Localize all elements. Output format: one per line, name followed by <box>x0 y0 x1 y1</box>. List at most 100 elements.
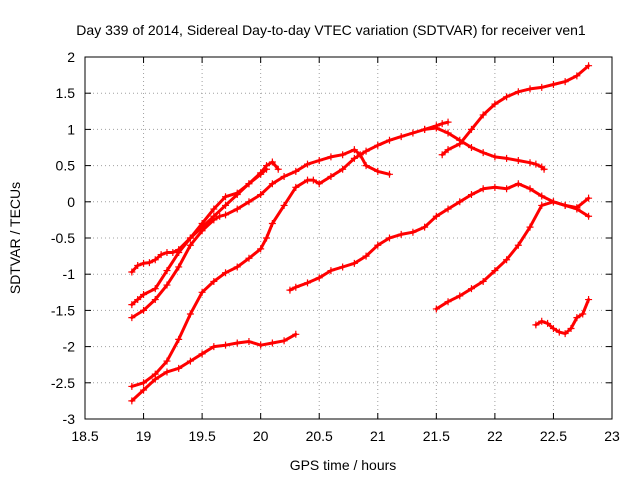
y-tick-label: -2 <box>63 339 76 355</box>
x-tick-label: 22.5 <box>540 428 567 444</box>
data-point <box>257 341 265 349</box>
data-point <box>385 136 393 144</box>
data-point <box>175 335 183 343</box>
data-point <box>579 310 587 318</box>
x-tick-label: 19 <box>136 428 152 444</box>
data-point <box>140 259 148 267</box>
series-sat-h <box>421 124 548 173</box>
data-point <box>280 172 288 180</box>
data-point <box>222 211 230 219</box>
series-sat-i <box>432 194 593 313</box>
data-point <box>145 259 153 267</box>
data-point <box>163 248 171 256</box>
data-point <box>140 290 148 298</box>
data-point <box>198 220 206 228</box>
data-point <box>526 85 534 93</box>
data-point <box>362 147 370 155</box>
data-point <box>157 251 165 259</box>
x-tick-label: 23 <box>604 428 620 444</box>
data-point <box>186 234 194 242</box>
data-point <box>245 198 253 206</box>
data-point <box>397 230 405 238</box>
data-point <box>503 154 511 162</box>
data-point <box>374 241 382 249</box>
data-point <box>538 83 546 91</box>
y-tick-label: -3 <box>63 411 76 427</box>
data-point <box>491 153 499 161</box>
y-axis-label: SDTVAR / TECUs <box>7 182 23 294</box>
data-point <box>532 160 540 168</box>
data-point <box>385 170 393 178</box>
data-point <box>385 234 393 242</box>
data-point <box>549 198 557 206</box>
data-point <box>350 146 358 154</box>
data-point <box>280 201 288 209</box>
data-point <box>444 129 452 137</box>
data-point <box>263 234 271 242</box>
data-point <box>585 296 593 304</box>
y-tick-label: -2.5 <box>51 375 75 391</box>
data-point <box>526 223 534 231</box>
data-point <box>175 263 183 271</box>
data-point <box>210 343 218 351</box>
x-tick-label: 20 <box>253 428 269 444</box>
data-point <box>444 205 452 213</box>
data-point <box>128 397 136 405</box>
data-point <box>268 180 276 188</box>
data-point <box>134 296 142 304</box>
data-point <box>163 357 171 365</box>
data-point <box>327 153 335 161</box>
data-point <box>128 314 136 322</box>
data-point <box>362 162 370 170</box>
data-point <box>374 167 382 175</box>
data-point <box>585 212 593 220</box>
data-point <box>567 325 575 332</box>
data-point <box>286 286 294 294</box>
data-point <box>444 298 452 306</box>
data-point <box>456 292 464 300</box>
data-point <box>409 228 417 236</box>
data-point <box>479 277 487 285</box>
series-sat-c <box>128 146 393 322</box>
data-point <box>292 183 300 191</box>
data-point <box>222 201 230 209</box>
series-sat-g <box>438 62 593 159</box>
data-point <box>350 259 358 267</box>
data-point <box>128 301 136 309</box>
x-axis-label: GPS time / hours <box>290 457 397 473</box>
y-tick-label: 0 <box>67 194 75 210</box>
series-line <box>423 126 546 171</box>
x-tick-label: 21.5 <box>423 428 450 444</box>
data-point <box>532 321 540 329</box>
series-sat-b <box>128 165 271 309</box>
data-point <box>140 386 148 394</box>
axis-ticks <box>84 56 613 420</box>
data-point <box>339 263 347 271</box>
data-point <box>210 216 218 224</box>
data-point <box>432 305 440 313</box>
series-line <box>288 182 591 292</box>
data-point <box>467 125 475 133</box>
data-point <box>233 339 241 347</box>
x-tick-label: 18.5 <box>71 428 98 444</box>
data-point <box>339 151 347 159</box>
y-tick-label: -1 <box>63 266 76 282</box>
chart-title: Day 339 of 2014, Sidereal Day-to-day VTE… <box>76 22 586 38</box>
data-point <box>479 111 487 119</box>
data-point <box>210 277 218 285</box>
data-point <box>540 165 548 173</box>
data-point <box>561 201 569 209</box>
data-point <box>274 165 282 173</box>
data-point <box>186 310 194 318</box>
data-point <box>538 201 546 209</box>
data-point <box>555 328 563 336</box>
data-point <box>151 285 159 293</box>
data-point <box>409 129 417 137</box>
data-point <box>140 379 148 387</box>
data-point <box>163 281 171 289</box>
series-sat-f <box>286 180 593 294</box>
data-point <box>432 212 440 220</box>
data-point <box>456 198 464 206</box>
data-point <box>438 120 446 128</box>
